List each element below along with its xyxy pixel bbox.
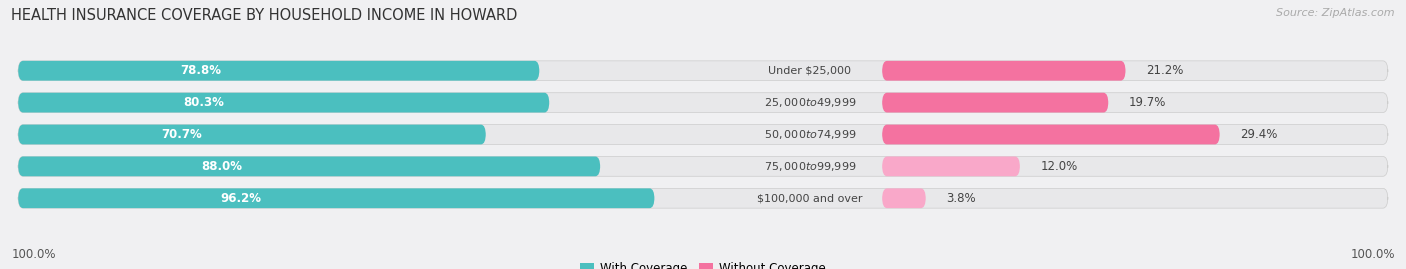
FancyBboxPatch shape <box>882 188 925 208</box>
FancyBboxPatch shape <box>18 61 1388 81</box>
Text: Under $25,000: Under $25,000 <box>768 66 851 76</box>
FancyBboxPatch shape <box>18 157 600 176</box>
FancyBboxPatch shape <box>882 157 1019 176</box>
Text: 80.3%: 80.3% <box>184 96 225 109</box>
FancyBboxPatch shape <box>882 125 1220 144</box>
FancyBboxPatch shape <box>18 93 550 112</box>
Text: 88.0%: 88.0% <box>201 160 242 173</box>
Text: $25,000 to $49,999: $25,000 to $49,999 <box>763 96 856 109</box>
Text: 100.0%: 100.0% <box>1350 248 1395 261</box>
Text: $75,000 to $99,999: $75,000 to $99,999 <box>763 160 856 173</box>
FancyBboxPatch shape <box>882 93 1108 112</box>
Text: 19.7%: 19.7% <box>1129 96 1167 109</box>
Text: 78.8%: 78.8% <box>180 64 221 77</box>
Text: HEALTH INSURANCE COVERAGE BY HOUSEHOLD INCOME IN HOWARD: HEALTH INSURANCE COVERAGE BY HOUSEHOLD I… <box>11 8 517 23</box>
Text: 3.8%: 3.8% <box>946 192 976 205</box>
FancyBboxPatch shape <box>18 157 1388 176</box>
FancyBboxPatch shape <box>882 61 1126 81</box>
FancyBboxPatch shape <box>18 188 654 208</box>
Text: 21.2%: 21.2% <box>1146 64 1184 77</box>
Text: 70.7%: 70.7% <box>162 128 202 141</box>
FancyBboxPatch shape <box>18 188 1388 208</box>
Text: Source: ZipAtlas.com: Source: ZipAtlas.com <box>1277 8 1395 18</box>
FancyBboxPatch shape <box>18 125 486 144</box>
FancyBboxPatch shape <box>18 61 540 81</box>
Legend: With Coverage, Without Coverage: With Coverage, Without Coverage <box>575 258 831 269</box>
Text: 100.0%: 100.0% <box>11 248 56 261</box>
FancyBboxPatch shape <box>18 93 1388 112</box>
Text: 29.4%: 29.4% <box>1240 128 1278 141</box>
FancyBboxPatch shape <box>18 125 1388 144</box>
Text: $50,000 to $74,999: $50,000 to $74,999 <box>763 128 856 141</box>
Text: $100,000 and over: $100,000 and over <box>756 193 862 203</box>
Text: 12.0%: 12.0% <box>1040 160 1078 173</box>
Text: 96.2%: 96.2% <box>221 192 262 205</box>
